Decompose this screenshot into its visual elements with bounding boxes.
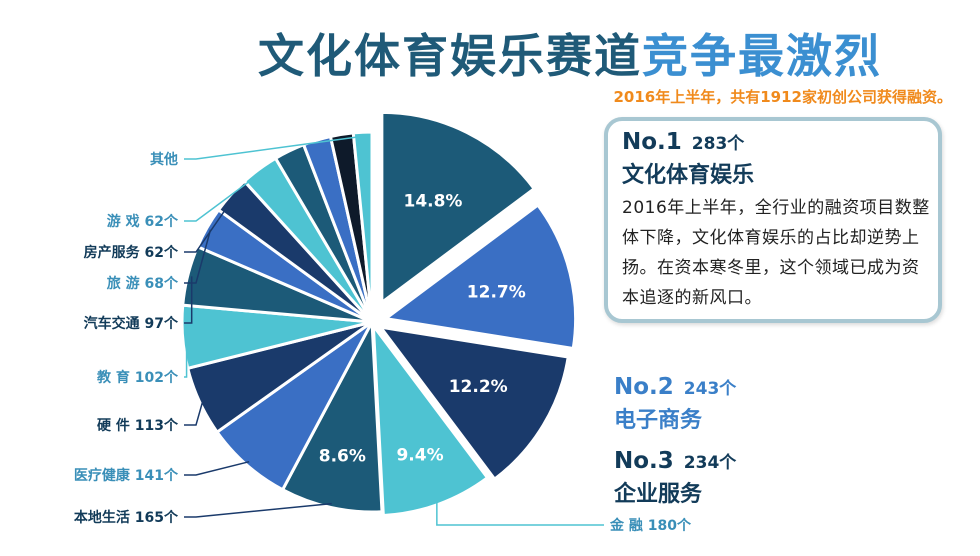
title-main: 文化体育娱乐赛道 (258, 29, 642, 83)
slice-outer-label: 汽车交通 97个 (84, 315, 179, 332)
leader-line (184, 336, 188, 378)
rank3-name: 企业服务 (614, 482, 703, 507)
rank1-number: No.1 (622, 129, 682, 155)
chart-subtitle: 2016年上半年，共有1912家初创公司获得融资。 (613, 88, 953, 106)
slice-outer-label: 金 融 180个 (609, 517, 692, 534)
rank2-count: 243个 (683, 379, 737, 399)
leader-line (436, 500, 604, 526)
rank1-name: 文化体育娱乐 (622, 163, 755, 188)
slice-outer-label: 本地生活 165个 (74, 509, 179, 526)
rank1-heading: No.1 283个 (622, 129, 744, 155)
slice-percent-label: 12.2% (449, 377, 508, 397)
pie-slice (371, 320, 490, 518)
pie-slice (280, 316, 384, 514)
slice-percent-label: 8.6% (319, 447, 366, 467)
slice-outer-label: 医疗健康 141个 (74, 467, 179, 484)
slice-outer-label: 房产服务 62个 (84, 244, 179, 261)
rank3-heading: No.3 234个 (614, 448, 736, 474)
leader-line (184, 229, 212, 284)
slice-outer-label: 其他 (150, 151, 178, 168)
rank3-count: 234个 (683, 453, 737, 473)
slice-outer-label: 硬 件 113个 (97, 417, 179, 434)
chart-title: 文化体育娱乐赛道竞争最激烈 (258, 20, 882, 86)
slice-outer-label: 教 育 102个 (97, 369, 179, 386)
pie-slice (381, 202, 578, 351)
rank2-heading: No.2 243个 (614, 374, 736, 400)
rank3-number: No.3 (614, 448, 674, 474)
leader-line (184, 135, 363, 160)
leader-line (184, 460, 250, 476)
pie-slice (377, 325, 570, 482)
rank2-name: 电子商务 (614, 408, 703, 433)
leader-line (184, 197, 235, 253)
title-accent: 竞争最激烈 (642, 29, 882, 83)
slice-outer-label: 旅 游 68个 (107, 275, 179, 292)
rank1-count: 283个 (691, 134, 745, 154)
leader-line (184, 399, 204, 426)
top-rank-callout: No.1 283个 文化体育娱乐 2016年上半年，全行业的融资项目数整体下降，文… (604, 117, 942, 323)
slice-percent-label: 12.7% (467, 282, 526, 302)
slice-percent-label: 9.4% (396, 445, 443, 465)
rank1-description: 2016年上半年，全行业的融资项目数整体下降，文化体育娱乐的占比却逆势上扬。在资… (622, 198, 930, 308)
leader-line (184, 276, 193, 324)
slice-outer-label: 游 戏 62个 (107, 213, 179, 230)
slice-percent-label: 14.8% (403, 191, 462, 211)
pie-slice (351, 130, 374, 323)
leader-line (184, 171, 263, 222)
pie-slice (380, 110, 537, 306)
leader-line (184, 502, 332, 518)
rank2-number: No.2 (614, 374, 674, 400)
